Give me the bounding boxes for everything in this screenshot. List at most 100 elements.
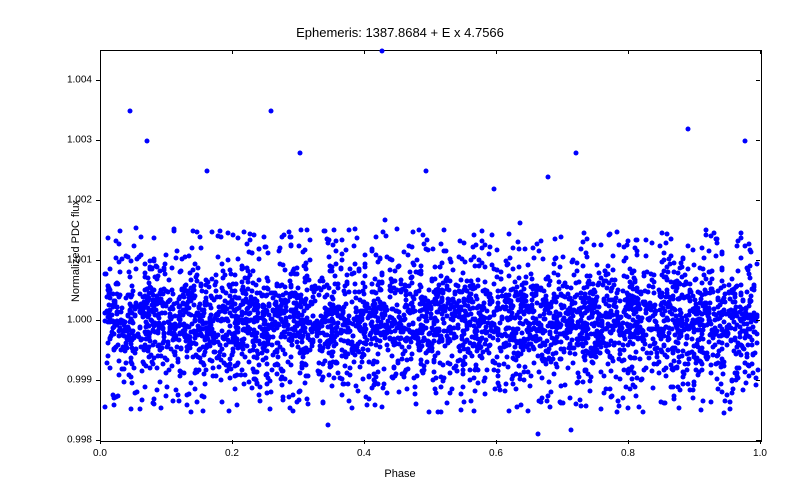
data-point [571, 272, 576, 277]
data-point [262, 335, 267, 340]
data-point [288, 235, 293, 240]
data-point [687, 324, 692, 329]
data-point [684, 341, 689, 346]
data-point [232, 386, 237, 391]
data-point [405, 367, 410, 372]
data-point [351, 351, 356, 356]
data-point [494, 248, 499, 253]
data-point [492, 387, 497, 392]
data-point [509, 298, 514, 303]
data-point [588, 388, 593, 393]
data-point [691, 248, 696, 253]
data-point [331, 297, 336, 302]
data-point [420, 232, 425, 237]
data-point [535, 337, 540, 342]
data-point [311, 295, 316, 300]
data-point [595, 263, 600, 268]
data-point [505, 364, 510, 369]
data-point [676, 385, 681, 390]
data-point [111, 319, 116, 324]
data-point [106, 303, 111, 308]
data-point [439, 241, 444, 246]
data-point [644, 311, 649, 316]
data-point [246, 325, 251, 330]
data-point [526, 348, 531, 353]
data-point [232, 330, 237, 335]
data-point [246, 379, 251, 384]
data-point [118, 310, 123, 315]
data-point [344, 248, 349, 253]
data-point [379, 404, 384, 409]
data-point [299, 361, 304, 366]
data-point [333, 361, 338, 366]
data-point [558, 332, 563, 337]
data-point [738, 255, 743, 260]
data-point [353, 289, 358, 294]
data-point [152, 235, 157, 240]
data-point [528, 374, 533, 379]
data-point [207, 284, 212, 289]
data-point [312, 283, 317, 288]
data-point [374, 360, 379, 365]
data-point [685, 334, 690, 339]
data-point [403, 316, 408, 321]
data-point [755, 262, 760, 267]
data-point [247, 360, 252, 365]
data-point [159, 353, 164, 358]
data-point [371, 324, 376, 329]
data-point [261, 292, 266, 297]
data-point [177, 338, 182, 343]
data-point [632, 246, 637, 251]
data-point [521, 369, 526, 374]
data-point [403, 298, 408, 303]
data-point [447, 371, 452, 376]
data-point [624, 384, 629, 389]
data-point [686, 382, 691, 387]
data-point [219, 377, 224, 382]
data-point [708, 280, 713, 285]
x-tick [232, 440, 233, 444]
data-point [690, 396, 695, 401]
data-point [488, 292, 493, 297]
data-point [374, 253, 379, 258]
data-point [428, 331, 433, 336]
data-point [747, 271, 752, 276]
data-point [265, 327, 270, 332]
data-point [547, 404, 552, 409]
data-point [523, 246, 528, 251]
data-point [735, 322, 740, 327]
data-point [693, 276, 698, 281]
data-point [233, 320, 238, 325]
data-point [484, 368, 489, 373]
data-point [397, 336, 402, 341]
data-point [487, 315, 492, 320]
data-point [287, 380, 292, 385]
data-point [458, 392, 463, 397]
data-point [507, 337, 512, 342]
data-point [748, 319, 753, 324]
data-point [170, 292, 175, 297]
data-point [132, 244, 137, 249]
data-point [534, 284, 539, 289]
data-point [702, 301, 707, 306]
data-point [327, 309, 332, 314]
data-point [375, 351, 380, 356]
data-point [267, 335, 272, 340]
data-point [343, 355, 348, 360]
data-point [221, 269, 226, 274]
data-point [431, 378, 436, 383]
data-point [666, 337, 671, 342]
data-point [567, 395, 572, 400]
data-point [703, 232, 708, 237]
data-point [674, 324, 679, 329]
data-point [414, 258, 419, 263]
data-point [462, 285, 467, 290]
data-point [399, 282, 404, 287]
data-point [280, 300, 285, 305]
data-point [722, 296, 727, 301]
data-point [490, 233, 495, 238]
data-point [339, 338, 344, 343]
data-point [480, 228, 485, 233]
data-point [397, 390, 402, 395]
data-point [674, 313, 679, 318]
